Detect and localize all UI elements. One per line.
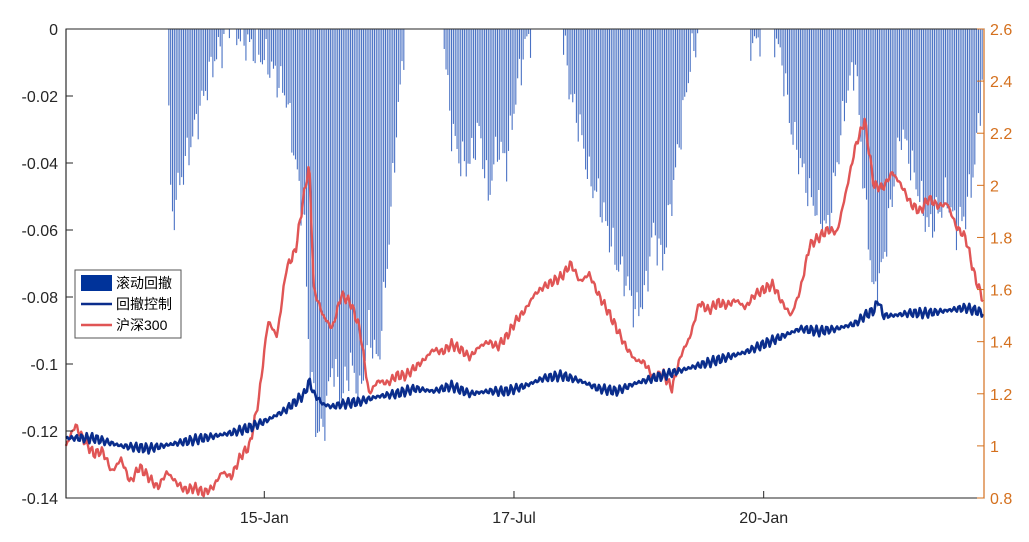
legend-label: 沪深300 bbox=[116, 317, 168, 333]
right-tick-label: 2.2 bbox=[990, 126, 1012, 143]
left-tick-label: -0.12 bbox=[22, 424, 59, 441]
left-axis: 0 -0.02 -0.04 -0.06 -0.08 -0.1 -0.12 -0.14 bbox=[22, 22, 73, 508]
legend-swatch-drawdown bbox=[81, 275, 112, 291]
right-tick-label: 2 bbox=[990, 178, 999, 195]
x-tick-label: 17-Jul bbox=[492, 510, 536, 527]
lines-group bbox=[64, 117, 985, 498]
right-tick-label: 1.2 bbox=[990, 387, 1012, 404]
left-tick-label: -0.14 bbox=[22, 491, 59, 508]
right-tick-label: 1.4 bbox=[990, 335, 1012, 352]
x-tick-label: 15-Jan bbox=[240, 510, 289, 527]
right-tick-label: 2.6 bbox=[990, 22, 1012, 39]
right-tick-label: 2.4 bbox=[990, 74, 1012, 91]
left-tick-label: 0 bbox=[49, 22, 58, 39]
left-tick-label: -0.04 bbox=[22, 156, 59, 173]
x-axis: 15-Jan 17-Jul 20-Jan bbox=[240, 491, 788, 527]
x-tick-label: 20-Jan bbox=[739, 510, 788, 527]
left-tick-label: -0.02 bbox=[22, 89, 59, 106]
right-tick-label: 0.8 bbox=[990, 491, 1012, 508]
right-tick-label: 1 bbox=[990, 439, 999, 456]
right-tick-label: 1.8 bbox=[990, 230, 1012, 247]
right-axis: 2.6 2.4 2.2 2 1.8 1.6 1.4 1.2 1 0.8 bbox=[977, 22, 1012, 508]
left-tick-label: -0.1 bbox=[30, 357, 58, 374]
left-tick-label: -0.08 bbox=[22, 290, 59, 307]
csi300-line bbox=[64, 117, 984, 498]
left-tick-label: -0.06 bbox=[22, 223, 59, 240]
right-tick-label: 1.6 bbox=[990, 283, 1012, 300]
legend-label: 滚动回撤 bbox=[116, 275, 172, 291]
drawdown-bars-group bbox=[168, 29, 983, 441]
legend-label: 回撤控制 bbox=[116, 296, 172, 312]
drawdown-control-line bbox=[65, 300, 985, 455]
